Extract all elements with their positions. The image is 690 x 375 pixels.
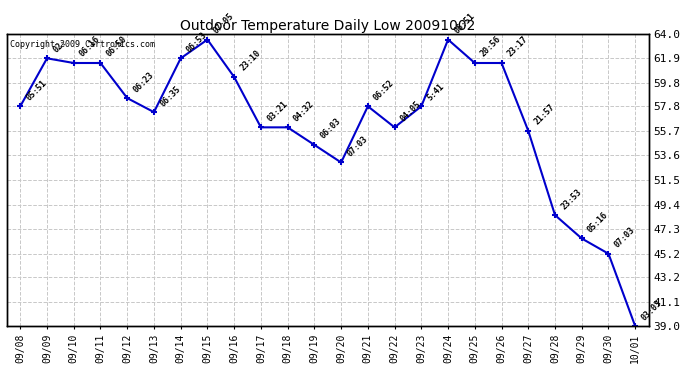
Text: 06:52: 06:52 bbox=[372, 78, 396, 102]
Text: 06:51: 06:51 bbox=[452, 11, 476, 35]
Text: 04:05: 04:05 bbox=[399, 99, 423, 123]
Text: 05:51: 05:51 bbox=[24, 78, 48, 102]
Text: 20:56: 20:56 bbox=[479, 35, 503, 59]
Text: 21:57: 21:57 bbox=[533, 103, 557, 127]
Text: 04:32: 04:32 bbox=[292, 99, 316, 123]
Text: 05:16: 05:16 bbox=[586, 210, 610, 234]
Text: 23:53: 23:53 bbox=[559, 187, 583, 211]
Text: 07:03: 07:03 bbox=[345, 134, 369, 158]
Text: 06:53: 06:53 bbox=[185, 30, 209, 54]
Text: 06:23: 06:23 bbox=[131, 70, 155, 94]
Text: 23:17: 23:17 bbox=[506, 35, 530, 59]
Text: Copyright 2009 Cartronics.com: Copyright 2009 Cartronics.com bbox=[10, 40, 155, 49]
Text: 5:41: 5:41 bbox=[426, 82, 446, 102]
Text: 07:03: 07:03 bbox=[613, 225, 637, 249]
Text: 06:16: 06:16 bbox=[78, 35, 102, 59]
Text: 07:05: 07:05 bbox=[212, 11, 236, 35]
Text: 02:: 02: bbox=[51, 37, 68, 54]
Title: Outdoor Temperature Daily Low 20091002: Outdoor Temperature Daily Low 20091002 bbox=[180, 19, 475, 33]
Text: 06:50: 06:50 bbox=[105, 35, 129, 59]
Text: 06:03: 06:03 bbox=[319, 117, 343, 141]
Text: 03:21: 03:21 bbox=[265, 99, 289, 123]
Text: 23:10: 23:10 bbox=[238, 49, 262, 73]
Text: 03:03: 03:03 bbox=[640, 298, 664, 322]
Text: 06:35: 06:35 bbox=[158, 84, 182, 108]
